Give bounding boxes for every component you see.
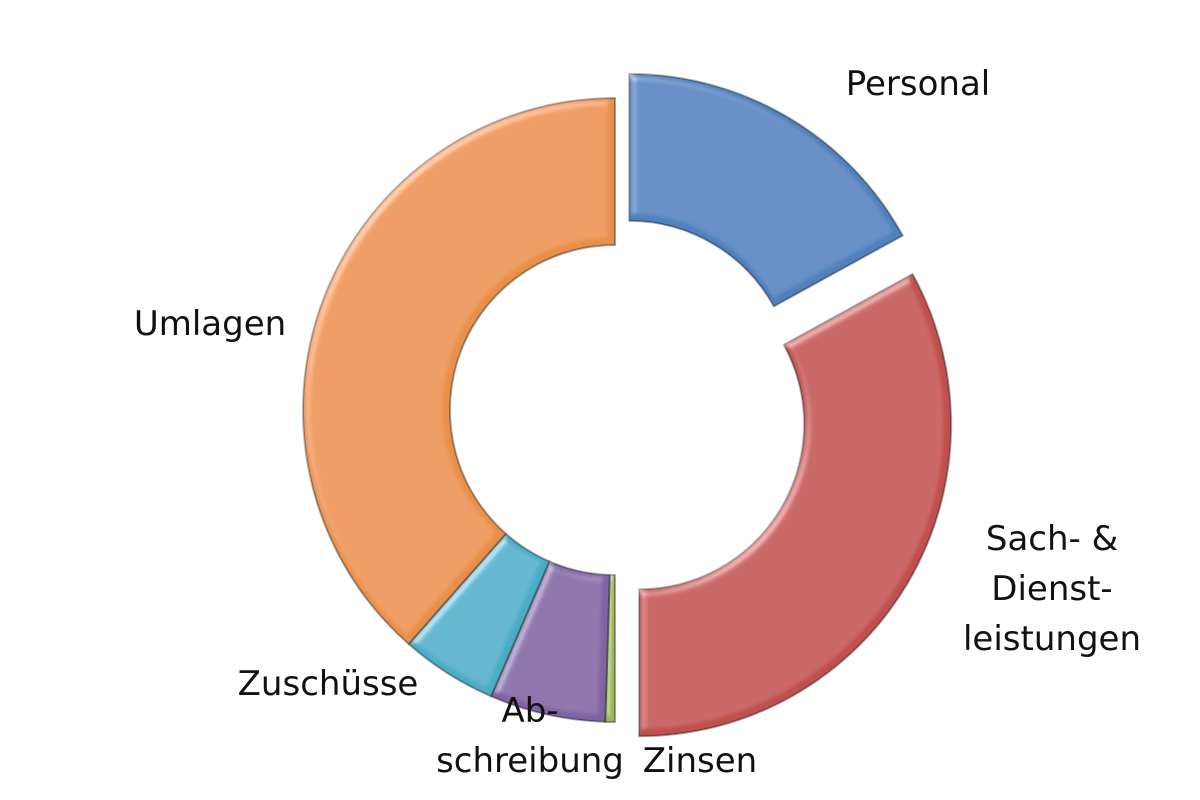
slice-label: Umlagen xyxy=(134,304,286,344)
label-line: schreibung xyxy=(436,741,624,781)
donut-slice xyxy=(302,96,616,646)
label-line: leistungen xyxy=(963,619,1141,659)
label-line: Ab- xyxy=(501,691,558,731)
slice-label: Ab-schreibung xyxy=(436,691,624,781)
label-line: Zinsen xyxy=(643,741,757,781)
donut-slice xyxy=(638,272,953,738)
label-line: Personal xyxy=(846,64,991,104)
label-line: Zuschüsse xyxy=(238,664,419,704)
slice-label: Personal xyxy=(846,64,991,104)
donut-slice xyxy=(628,72,905,308)
label-line: Sach- & xyxy=(986,519,1118,559)
label-line: Umlagen xyxy=(134,304,286,344)
slices xyxy=(302,72,953,738)
label-line: Dienst- xyxy=(991,569,1112,609)
slice-label: Sach- & Dienst-leistungen xyxy=(963,519,1141,659)
slice-label: Zinsen xyxy=(643,741,757,781)
labels: Personal Sach- & Dienst-leistungen Zinsen Ab… xyxy=(134,64,1141,781)
slice-label: Zuschüsse xyxy=(238,664,419,704)
